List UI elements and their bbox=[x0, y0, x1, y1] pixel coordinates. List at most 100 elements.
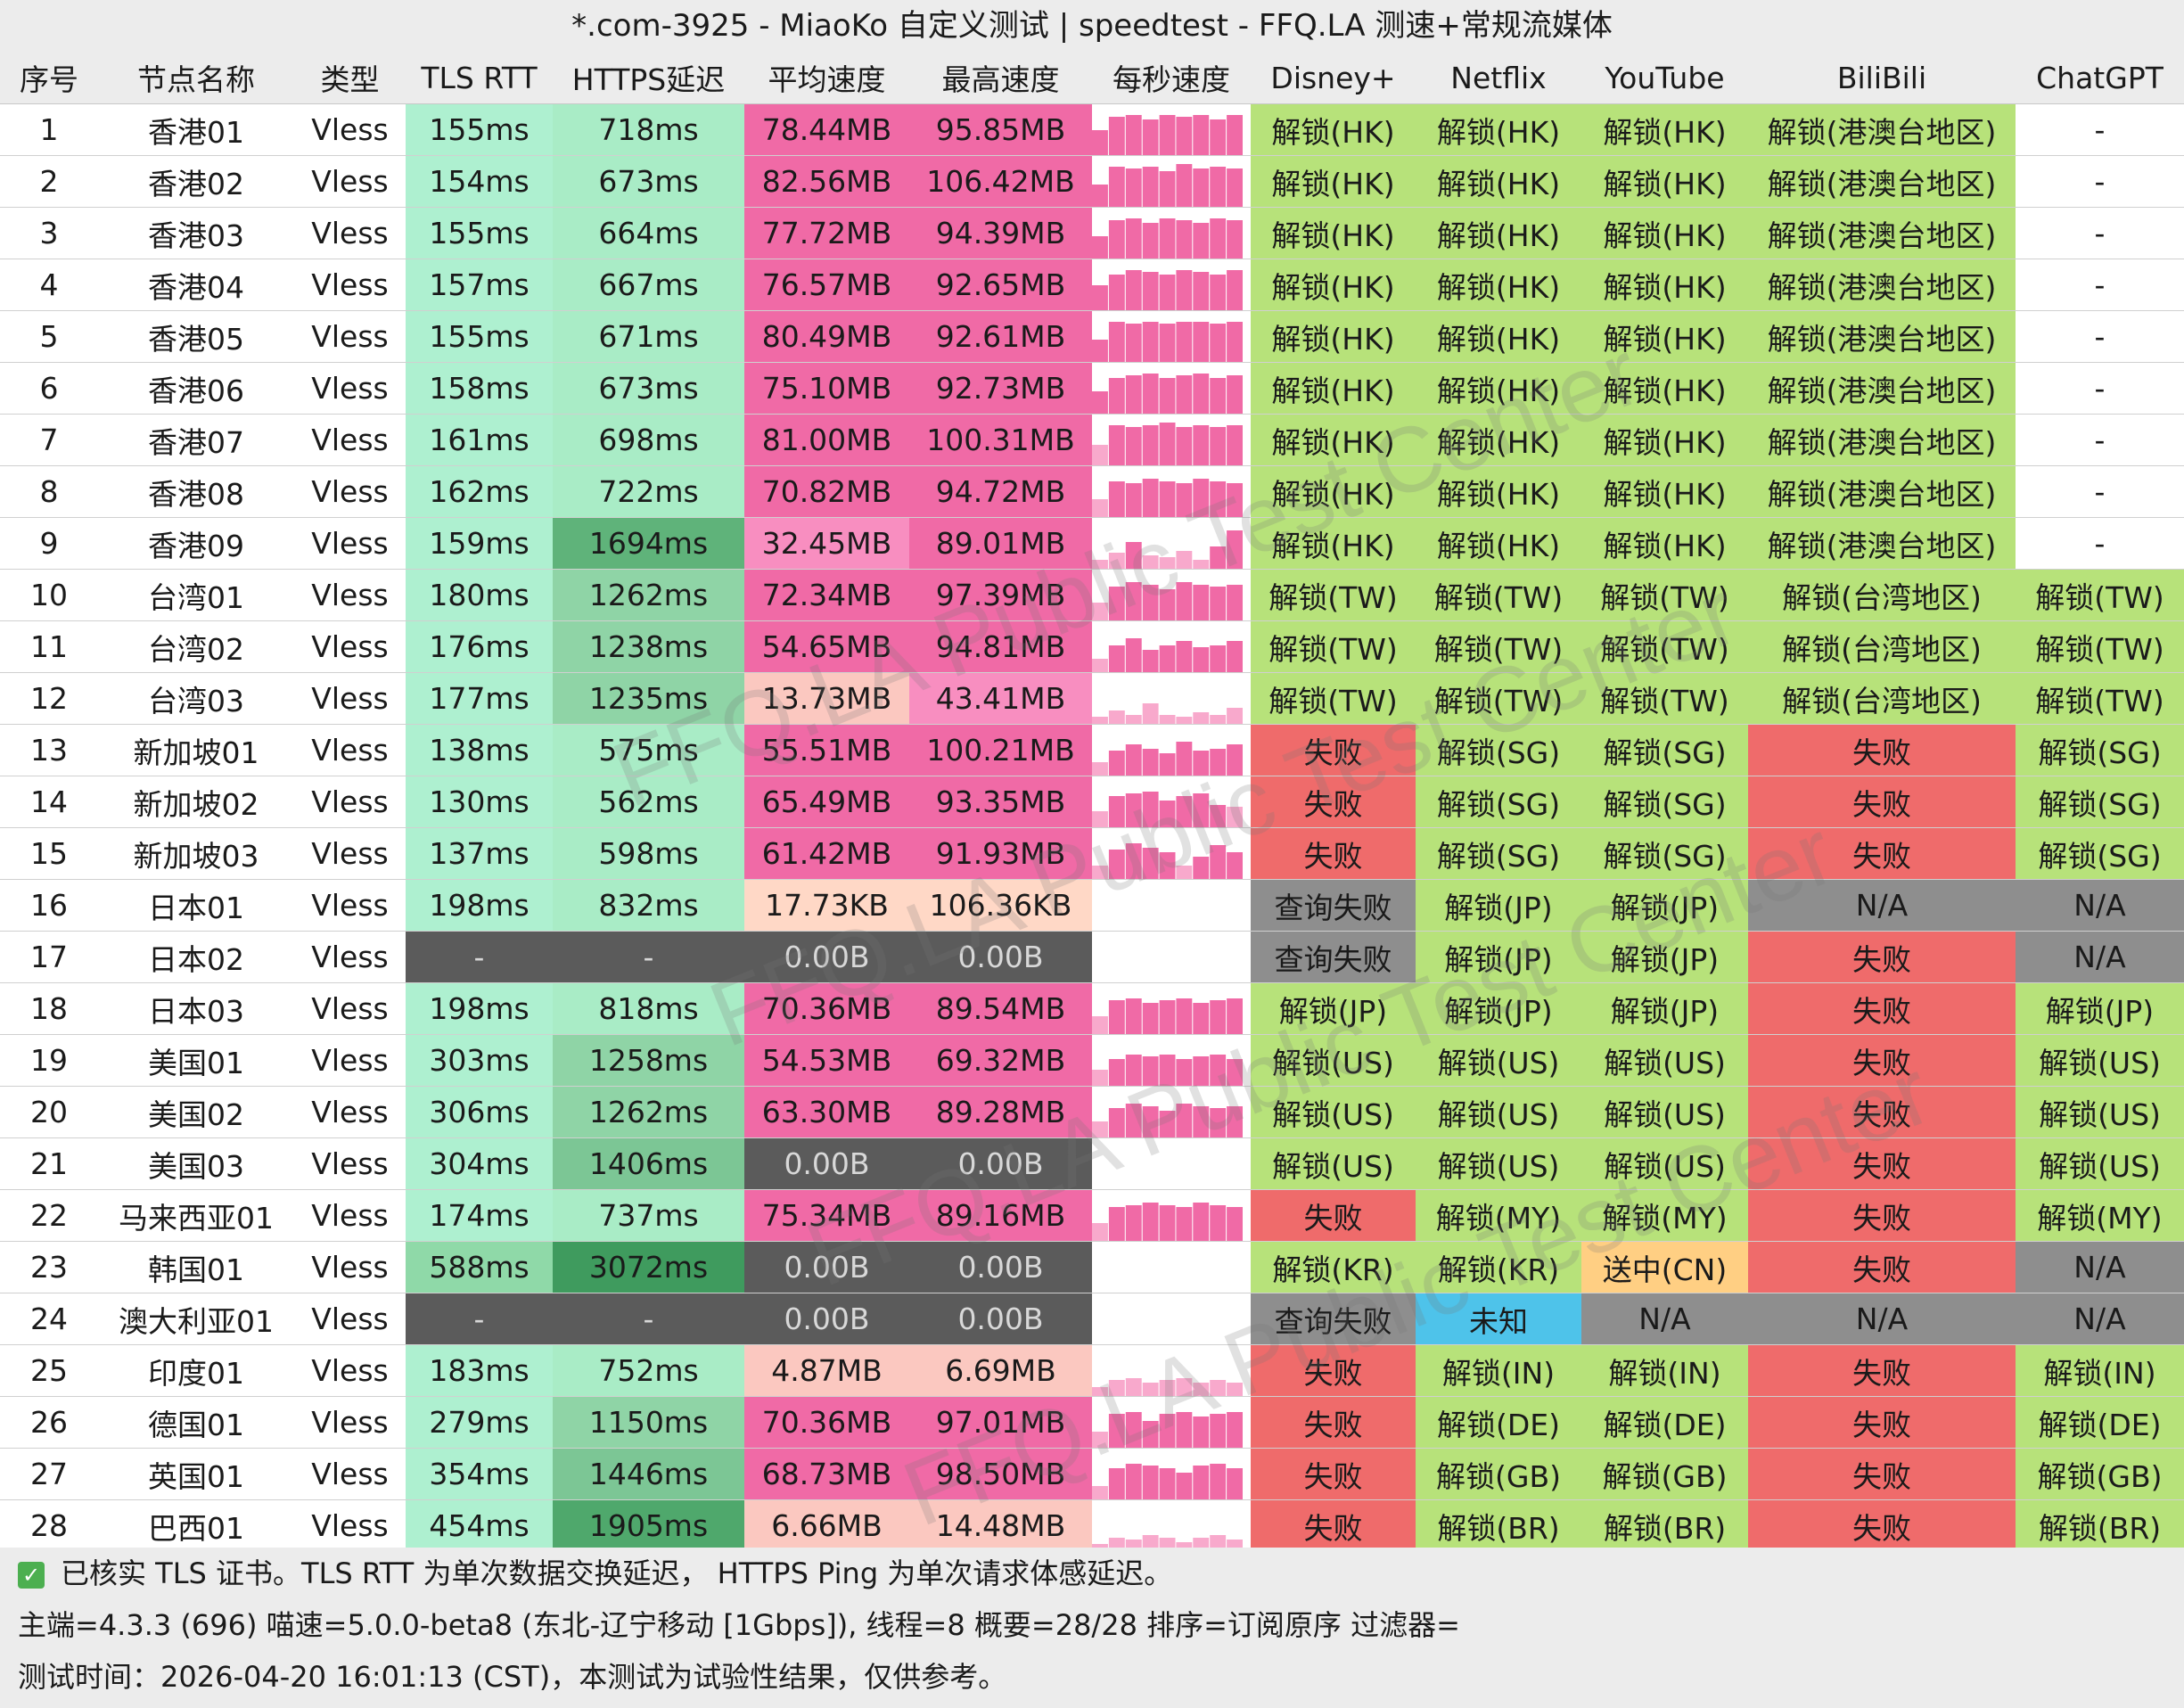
chatgpt-cell: 解锁(MY) bbox=[2016, 1189, 2184, 1242]
table-row[interactable]: 5 香港05 Vless 155ms 671ms 80.49MB 92.61MB 解锁(HK)… bbox=[0, 310, 2184, 363]
node-name-cell: 香港05 bbox=[98, 310, 294, 363]
sparkline-bar bbox=[1193, 1202, 1210, 1241]
col-header-tls-rtt[interactable]: TLS RTT bbox=[406, 52, 553, 104]
sparkline-bar bbox=[1159, 1110, 1176, 1137]
tls-rtt-cell: 159ms bbox=[406, 517, 553, 570]
col-header-disney[interactable]: Disney+ bbox=[1251, 52, 1416, 104]
table-row[interactable]: 12 台湾03 Vless 177ms 1235ms 13.73MB 43.41MB 解锁(T… bbox=[0, 672, 2184, 725]
https-latency-cell: 722ms bbox=[553, 465, 744, 518]
bilibili-cell: 解锁(港澳台地区) bbox=[1748, 362, 2016, 415]
col-header-avg-speed[interactable]: 平均速度 bbox=[744, 52, 909, 104]
table-row[interactable]: 15 新加坡03 Vless 137ms 598ms 61.42MB 91.93MB 失败 解锁… bbox=[0, 827, 2184, 880]
table-row[interactable]: 17 日本02 Vless - -0.00B 0.00B 查询失败 解锁(JP) 解锁(JP) 失… bbox=[0, 931, 2184, 983]
sparkline-bar bbox=[1210, 426, 1227, 465]
col-header-max-speed[interactable]: 最高速度 bbox=[909, 52, 1092, 104]
max-speed-cell: 0.00B bbox=[909, 1241, 1092, 1293]
col-header-https-latency[interactable]: HTTPS延迟 bbox=[553, 52, 744, 104]
sparkline-bar bbox=[1193, 750, 1210, 776]
table-row[interactable]: 10 台湾01 Vless 180ms 1262ms 72.34MB 97.39MB 解锁(T… bbox=[0, 569, 2184, 621]
sparkline-bar bbox=[1108, 377, 1125, 414]
disney-cell: 失败 bbox=[1251, 827, 1416, 880]
table-row[interactable]: 11 台湾02 Vless 176ms 1238ms 54.65MB 94.81MB 解锁(T… bbox=[0, 620, 2184, 673]
table-row[interactable]: 18 日本03 Vless 198ms 818ms 70.36MB 89.54MB 解锁(JP… bbox=[0, 982, 2184, 1035]
avg-speed-cell: 76.57MB bbox=[744, 259, 909, 311]
index-cell: 22 bbox=[0, 1189, 98, 1242]
col-header-bilibili[interactable]: BiliBili bbox=[1748, 52, 2016, 104]
sparkline-bar bbox=[1176, 640, 1193, 672]
avg-speed-cell: 61.42MB bbox=[744, 827, 909, 880]
netflix-cell: 解锁(US) bbox=[1416, 1086, 1581, 1138]
chatgpt-cell: 解锁(TW) bbox=[2016, 620, 2184, 673]
https-latency-cell: 1406ms bbox=[553, 1137, 744, 1190]
sparkline-bar bbox=[1193, 1416, 1210, 1448]
sparkline-bar bbox=[1210, 119, 1227, 155]
max-speed-cell: 97.39MB bbox=[909, 569, 1092, 621]
table-row[interactable]: 2 香港02 Vless 154ms 673ms 82.56MB 106.42MB 解锁(HK… bbox=[0, 155, 2184, 208]
sparkline-bar bbox=[1210, 748, 1227, 776]
chatgpt-cell: 解锁(GB) bbox=[2016, 1448, 2184, 1500]
col-header-netflix[interactable]: Netflix bbox=[1416, 52, 1581, 104]
chatgpt-cell: - bbox=[2016, 259, 2184, 311]
sparkline-bar bbox=[1193, 271, 1210, 310]
netflix-cell: 解锁(SG) bbox=[1416, 827, 1581, 880]
table-row[interactable]: 19 美国01 Vless 303ms 1258ms 54.53MB 69.32MB 解锁(U… bbox=[0, 1034, 2184, 1087]
index-cell: 23 bbox=[0, 1241, 98, 1293]
sparkline-bar bbox=[1092, 1485, 1108, 1499]
sparkline-bar bbox=[1227, 640, 1243, 672]
youtube-cell: 解锁(SG) bbox=[1581, 724, 1748, 776]
disney-cell: 查询失败 bbox=[1251, 879, 1416, 932]
col-header-chatgpt[interactable]: ChatGPT bbox=[2016, 52, 2184, 104]
table-row[interactable]: 25 印度01 Vless 183ms 752ms 4.87MB 6.69MB 失败 解锁(IN… bbox=[0, 1344, 2184, 1397]
table-row[interactable]: 9 香港09 Vless 159ms 1694ms 32.45MB 89.01MB 解锁(HK… bbox=[0, 517, 2184, 570]
bilibili-cell: 解锁(港澳台地区) bbox=[1748, 103, 2016, 156]
footer-config-info: 主端=4.3.3 (696) 喵速=5.0.0-beta8 (东北-辽宁移动 [… bbox=[18, 1608, 1460, 1642]
avg-speed-cell: 0.00B bbox=[744, 1137, 909, 1190]
max-speed-cell: 0.00B bbox=[909, 1137, 1092, 1190]
table-row[interactable]: 3 香港03 Vless 155ms 664ms 77.72MB 94.39MB 解锁(HK)… bbox=[0, 207, 2184, 259]
sparkline-bar bbox=[1092, 1015, 1108, 1034]
table-row[interactable]: 23 韩国01 Vless 588ms 3072ms 0.00B 0.00B 解锁(KR) 解锁… bbox=[0, 1241, 2184, 1293]
max-speed-cell: 94.81MB bbox=[909, 620, 1092, 673]
avg-speed-cell: 77.72MB bbox=[744, 207, 909, 259]
speed-sparkline bbox=[1092, 1139, 1244, 1189]
col-header-youtube[interactable]: YouTube bbox=[1581, 52, 1748, 104]
node-name-cell: 美国01 bbox=[98, 1034, 294, 1087]
sparkline-cell bbox=[1092, 207, 1251, 259]
table-row[interactable]: 8 香港08 Vless 162ms 722ms 70.82MB 94.72MB 解锁(HK)… bbox=[0, 465, 2184, 518]
sparkline-bar bbox=[1210, 1107, 1227, 1137]
table-row[interactable]: 16 日本01 Vless 198ms 832ms 17.73KB 106.36KB 查询失败… bbox=[0, 879, 2184, 932]
sparkline-cell bbox=[1092, 776, 1251, 828]
table-row[interactable]: 14 新加坡02 Vless 130ms 562ms 65.49MB 93.35MB 失败 解锁… bbox=[0, 776, 2184, 828]
table-row[interactable]: 22 马来西亚01 Vless 174ms 737ms 75.34MB 89.16MB 失败解… bbox=[0, 1189, 2184, 1242]
table-row[interactable]: 13 新加坡01 Vless 138ms 575ms 55.51MB 100.21MB 失败解… bbox=[0, 724, 2184, 776]
sparkline-bar bbox=[1108, 1058, 1125, 1086]
table-row[interactable]: 20 美国02 Vless 306ms 1262ms 63.30MB 89.28MB 解锁(U… bbox=[0, 1086, 2184, 1138]
table-row[interactable]: 24 澳大利亚01 Vless - -0.00B 0.00B 查询失败 未知 N/A N/A N/A bbox=[0, 1293, 2184, 1345]
max-speed-cell: 100.31MB bbox=[909, 414, 1092, 466]
table-row[interactable]: 1 香港01 Vless 155ms 718ms 78.44MB 95.85MB 解锁(HK)… bbox=[0, 103, 2184, 156]
sparkline-bar bbox=[1142, 1202, 1159, 1241]
sparkline-bar bbox=[1227, 1411, 1243, 1448]
col-header-node-name[interactable]: 节点名称 bbox=[98, 52, 294, 104]
table-row[interactable]: 26 德国01 Vless 279ms 1150ms 70.36MB 97.01MB 失败 解锁… bbox=[0, 1396, 2184, 1449]
col-header-type[interactable]: 类型 bbox=[294, 52, 406, 104]
sparkline-bar bbox=[1142, 424, 1159, 465]
table-row[interactable]: 27 英国01 Vless 354ms 1446ms 68.73MB 98.50MB 失败 解锁… bbox=[0, 1448, 2184, 1500]
youtube-cell: 解锁(HK) bbox=[1581, 155, 1748, 208]
sparkline-bar bbox=[1176, 219, 1193, 259]
table-row[interactable]: 21 美国03 Vless 304ms 1406ms 0.00B 0.00B 解锁(US) 解锁… bbox=[0, 1137, 2184, 1190]
table-row[interactable]: 4 香港04 Vless 157ms 667ms 76.57MB 92.65MB 解锁(HK)… bbox=[0, 259, 2184, 311]
https-latency-cell: 737ms bbox=[553, 1189, 744, 1242]
speed-sparkline bbox=[1092, 163, 1243, 207]
table-row[interactable]: 7 香港07 Vless 161ms 698ms 81.00MB 100.31MB 解锁(HK… bbox=[0, 414, 2184, 466]
sparkline-cell bbox=[1092, 259, 1251, 311]
youtube-cell: 解锁(GB) bbox=[1581, 1448, 1748, 1500]
disney-cell: 失败 bbox=[1251, 1499, 1416, 1552]
sparkline-cell bbox=[1092, 1499, 1251, 1552]
max-speed-cell: 14.48MB bbox=[909, 1499, 1092, 1552]
col-header-index[interactable]: 序号 bbox=[0, 52, 98, 104]
table-row[interactable]: 28 巴西01 Vless 454ms 1905ms 6.66MB 14.48MB 失败 解锁(… bbox=[0, 1499, 2184, 1552]
youtube-cell: 解锁(IN) bbox=[1581, 1344, 1748, 1397]
col-header-per-second-speed[interactable]: 每秒速度 bbox=[1092, 52, 1251, 104]
table-row[interactable]: 6 香港06 Vless 158ms 673ms 75.10MB 92.73MB 解锁(HK)… bbox=[0, 362, 2184, 415]
